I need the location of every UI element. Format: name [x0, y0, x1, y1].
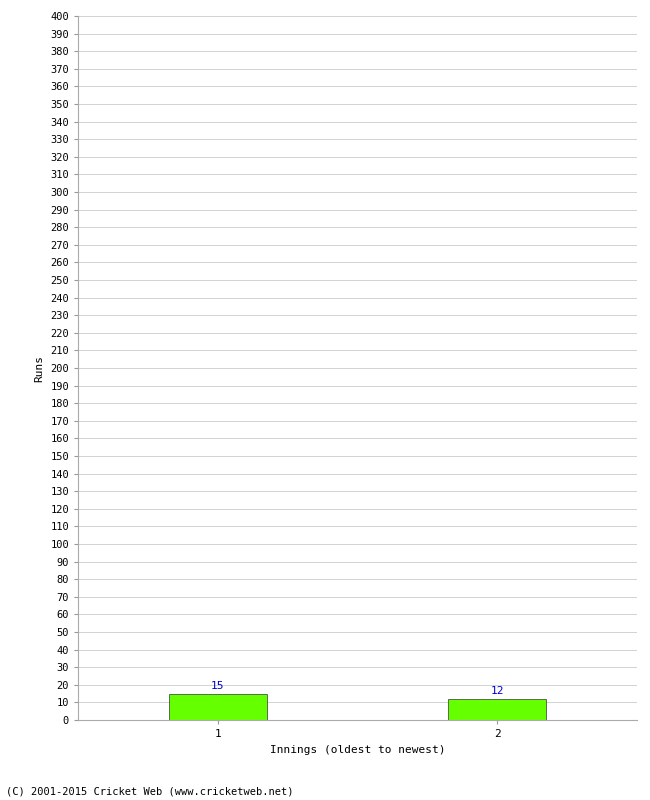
- Text: 15: 15: [211, 681, 224, 691]
- Text: (C) 2001-2015 Cricket Web (www.cricketweb.net): (C) 2001-2015 Cricket Web (www.cricketwe…: [6, 786, 294, 796]
- Y-axis label: Runs: Runs: [34, 354, 45, 382]
- Bar: [169, 694, 266, 720]
- Text: 12: 12: [491, 686, 504, 696]
- X-axis label: Innings (oldest to newest): Innings (oldest to newest): [270, 745, 445, 754]
- Bar: [448, 699, 546, 720]
